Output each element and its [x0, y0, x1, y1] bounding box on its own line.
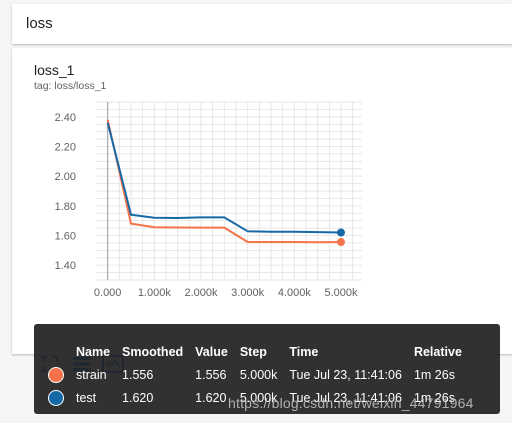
tooltip-row: test 1.620 1.620 5.000k Tue Jul 23, 11:4…	[42, 386, 468, 409]
tooltip-header-step: Step	[239, 345, 267, 359]
series-relative: 1m 26s	[413, 390, 455, 405]
series-name: strain	[76, 367, 107, 382]
series-color-dot	[48, 389, 64, 406]
tooltip-header-smoothed: Smoothed	[122, 345, 184, 359]
section-title: loss	[26, 15, 53, 32]
x-tick-label: 2.000k	[184, 287, 218, 299]
chart-title: loss_1	[34, 62, 75, 78]
tooltip-header-value: Value	[195, 345, 228, 359]
series-time: Tue Jul 23, 11:41:06	[289, 367, 402, 382]
y-tick-label: 1.60	[55, 231, 76, 243]
loss-chart[interactable]: 1.40 1.60 1.80 2.00 2.20 2.40 0.000 1.000k 2.000…	[12, 48, 512, 354]
series-point-strain	[337, 238, 345, 247]
tooltip-header-time: Time	[289, 345, 319, 359]
series-smoothed: 1.620	[122, 390, 154, 405]
series-line-strain	[106, 119, 342, 244]
series-line-test	[106, 122, 342, 234]
series-value: 1.556	[195, 367, 227, 382]
tooltip-header-relative: Relative	[413, 345, 462, 359]
x-tick-label: 3.000k	[231, 287, 265, 299]
x-tick-label: 0.000	[94, 287, 122, 299]
x-tick-label: 1.000k	[138, 287, 172, 299]
x-tick-label: 4.000k	[278, 287, 312, 299]
series-point-test	[337, 228, 345, 237]
tooltip-header-row: Name Smoothed Value Step Time Relative	[42, 341, 468, 363]
series-step: 5.000k	[239, 390, 278, 405]
tooltip-header-name: Name	[76, 345, 111, 359]
tooltip: Name Smoothed Value Step Time Relative s…	[34, 324, 500, 414]
section-header[interactable]: loss	[12, 4, 512, 44]
tooltip-header-swatch	[42, 341, 70, 363]
series-color-dot	[48, 366, 64, 383]
series-name: test	[76, 390, 97, 405]
chart-tag: tag: loss/loss_1	[34, 80, 107, 92]
series-value: 1.620	[195, 390, 227, 405]
y-tick-label: 2.00	[55, 171, 76, 183]
series-smoothed: 1.556	[122, 367, 154, 382]
series-time: Tue Jul 23, 11:41:06	[289, 390, 402, 405]
y-tick-label: 2.40	[55, 112, 76, 124]
tooltip-table: Name Smoothed Value Step Time Relative s…	[42, 341, 468, 409]
scalar-chart-card: 1.40 1.60 1.80 2.00 2.20 2.40 0.000 1.000k 2.000…	[12, 48, 512, 373]
tooltip-row: strain 1.556 1.556 5.000k Tue Jul 23, 11…	[42, 363, 468, 386]
y-tick-label: 2.20	[55, 142, 76, 154]
y-tick-label: 1.40	[55, 260, 76, 272]
series-relative: 1m 26s	[413, 367, 455, 382]
y-tick-label: 1.80	[55, 201, 76, 213]
series-step: 5.000k	[239, 367, 278, 382]
x-tick-label: 5.000k	[324, 287, 358, 299]
watermark: https://blog.csdn.net/weixin_44791964	[228, 395, 474, 411]
